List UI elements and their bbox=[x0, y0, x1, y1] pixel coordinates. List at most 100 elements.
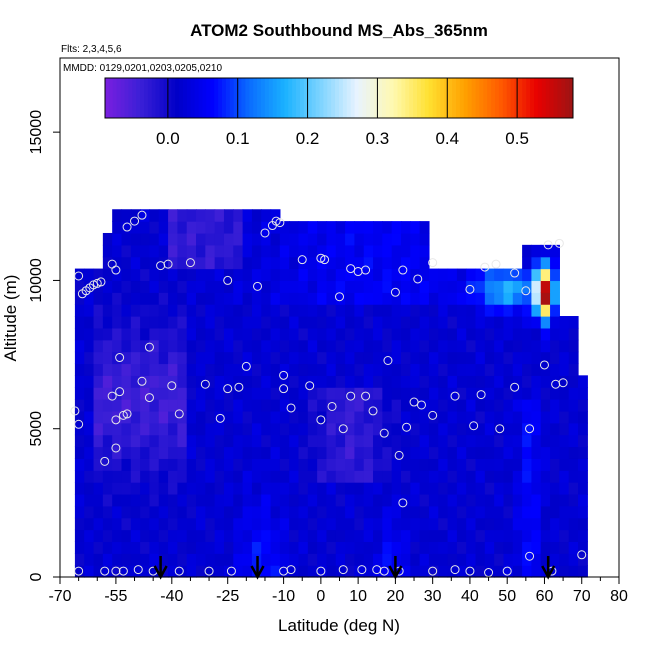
heatmap-cell bbox=[102, 363, 113, 376]
heatmap-cell bbox=[112, 244, 123, 258]
heatmap-cell bbox=[93, 553, 104, 566]
sample-point bbox=[279, 384, 289, 394]
sample-point bbox=[200, 379, 210, 389]
heatmap-cell bbox=[298, 232, 309, 246]
heatmap-cell bbox=[223, 339, 234, 353]
heatmap-cell bbox=[512, 565, 523, 578]
heatmap-cell bbox=[447, 493, 458, 507]
colorbar-swatch bbox=[233, 78, 239, 118]
sample-point bbox=[133, 565, 143, 575]
heatmap-cell bbox=[233, 292, 244, 305]
heatmap-cell bbox=[354, 422, 365, 436]
heatmap-cell bbox=[410, 244, 421, 258]
heatmap-cell bbox=[74, 458, 85, 471]
heatmap-cell bbox=[484, 399, 495, 412]
heatmap-cell bbox=[186, 363, 197, 376]
heatmap-cell bbox=[242, 339, 253, 353]
heatmap-cell bbox=[410, 410, 421, 424]
heatmap-cell bbox=[130, 292, 141, 305]
heatmap-cell bbox=[168, 268, 178, 282]
heatmap-cell bbox=[559, 422, 570, 436]
heatmap-cell bbox=[279, 446, 290, 459]
heatmap-cell bbox=[428, 493, 439, 507]
heatmap-cell bbox=[102, 387, 113, 400]
heatmap-cell bbox=[233, 529, 244, 543]
heatmap-cell bbox=[475, 458, 486, 471]
heatmap-cell bbox=[345, 256, 356, 270]
heatmap-cell bbox=[400, 529, 411, 543]
heatmap-cell bbox=[391, 232, 402, 246]
heatmap-cell bbox=[568, 505, 579, 519]
heatmap-cell bbox=[466, 482, 477, 495]
heatmap-cell bbox=[158, 316, 169, 329]
heatmap-cell bbox=[140, 268, 151, 282]
heatmap-cell bbox=[112, 351, 123, 365]
heatmap-cell bbox=[251, 517, 262, 531]
heatmap-cell bbox=[391, 434, 402, 448]
heatmap-cell bbox=[373, 446, 383, 459]
colorbar-swatch bbox=[214, 78, 219, 118]
heatmap-cell bbox=[428, 304, 439, 317]
heatmap-cell bbox=[84, 292, 95, 305]
heatmap-cell bbox=[578, 493, 588, 507]
heatmap-cell bbox=[242, 209, 253, 222]
sample-point bbox=[185, 258, 195, 268]
heatmap-cell bbox=[307, 399, 318, 412]
heatmap-cell bbox=[242, 458, 253, 471]
heatmap-cell bbox=[261, 434, 272, 448]
heatmap-cell bbox=[345, 339, 356, 353]
heatmap-cell bbox=[531, 458, 542, 471]
heatmap-cell bbox=[242, 316, 253, 329]
heatmap-cell bbox=[186, 529, 197, 543]
heatmap-cell bbox=[540, 434, 551, 448]
sample-point bbox=[335, 292, 344, 302]
heatmap-cell bbox=[494, 339, 505, 353]
heatmap-cell bbox=[196, 399, 206, 412]
heatmap-cell bbox=[214, 363, 225, 376]
heatmap-cell bbox=[214, 304, 225, 317]
colorbar-swatch bbox=[339, 78, 344, 118]
y-tick-label: 0 bbox=[28, 572, 45, 581]
colorbar-swatch bbox=[354, 78, 359, 118]
heatmap-cell bbox=[382, 541, 393, 554]
heatmap-cell bbox=[270, 470, 281, 483]
heatmap-cell bbox=[168, 292, 178, 305]
heatmap-cell bbox=[410, 399, 421, 412]
heatmap-cell bbox=[261, 493, 272, 507]
colorbar-swatch bbox=[569, 78, 574, 118]
heatmap-cell bbox=[456, 316, 467, 329]
heatmap-cell bbox=[400, 244, 411, 258]
heatmap-cell bbox=[298, 470, 309, 483]
heatmap-cell bbox=[522, 541, 533, 554]
heatmap-cell bbox=[484, 410, 495, 424]
heatmap-cell bbox=[214, 482, 225, 495]
heatmap-cell bbox=[335, 470, 346, 483]
heatmap-cell bbox=[270, 434, 281, 448]
heatmap-cell bbox=[298, 244, 309, 258]
colorbar-swatch bbox=[374, 78, 379, 118]
heatmap-cell bbox=[158, 363, 169, 376]
heatmap-cell bbox=[363, 280, 374, 293]
sample-point bbox=[554, 238, 564, 248]
heatmap-cell bbox=[317, 446, 328, 459]
heatmap-cell bbox=[382, 422, 393, 436]
heatmap-cell bbox=[373, 232, 383, 246]
heatmap-cell bbox=[74, 351, 85, 365]
heatmap-cell bbox=[335, 399, 346, 412]
heatmap-cell bbox=[578, 446, 588, 459]
heatmap-cell bbox=[121, 446, 132, 459]
heatmap-cell bbox=[121, 316, 132, 329]
heatmap-cell bbox=[158, 209, 169, 222]
colorbar-swatch bbox=[245, 78, 250, 118]
heatmap-cell bbox=[531, 375, 542, 388]
heatmap-cell bbox=[298, 292, 309, 305]
heatmap-cell bbox=[186, 470, 197, 483]
heatmap-cell bbox=[186, 446, 197, 459]
heatmap-cell bbox=[400, 351, 411, 365]
heatmap-cell bbox=[484, 565, 495, 578]
heatmap-cell bbox=[112, 280, 123, 293]
heatmap-cell bbox=[242, 363, 253, 376]
heatmap-cell bbox=[373, 505, 383, 519]
sample-point bbox=[379, 566, 389, 576]
heatmap-cell bbox=[419, 553, 430, 566]
